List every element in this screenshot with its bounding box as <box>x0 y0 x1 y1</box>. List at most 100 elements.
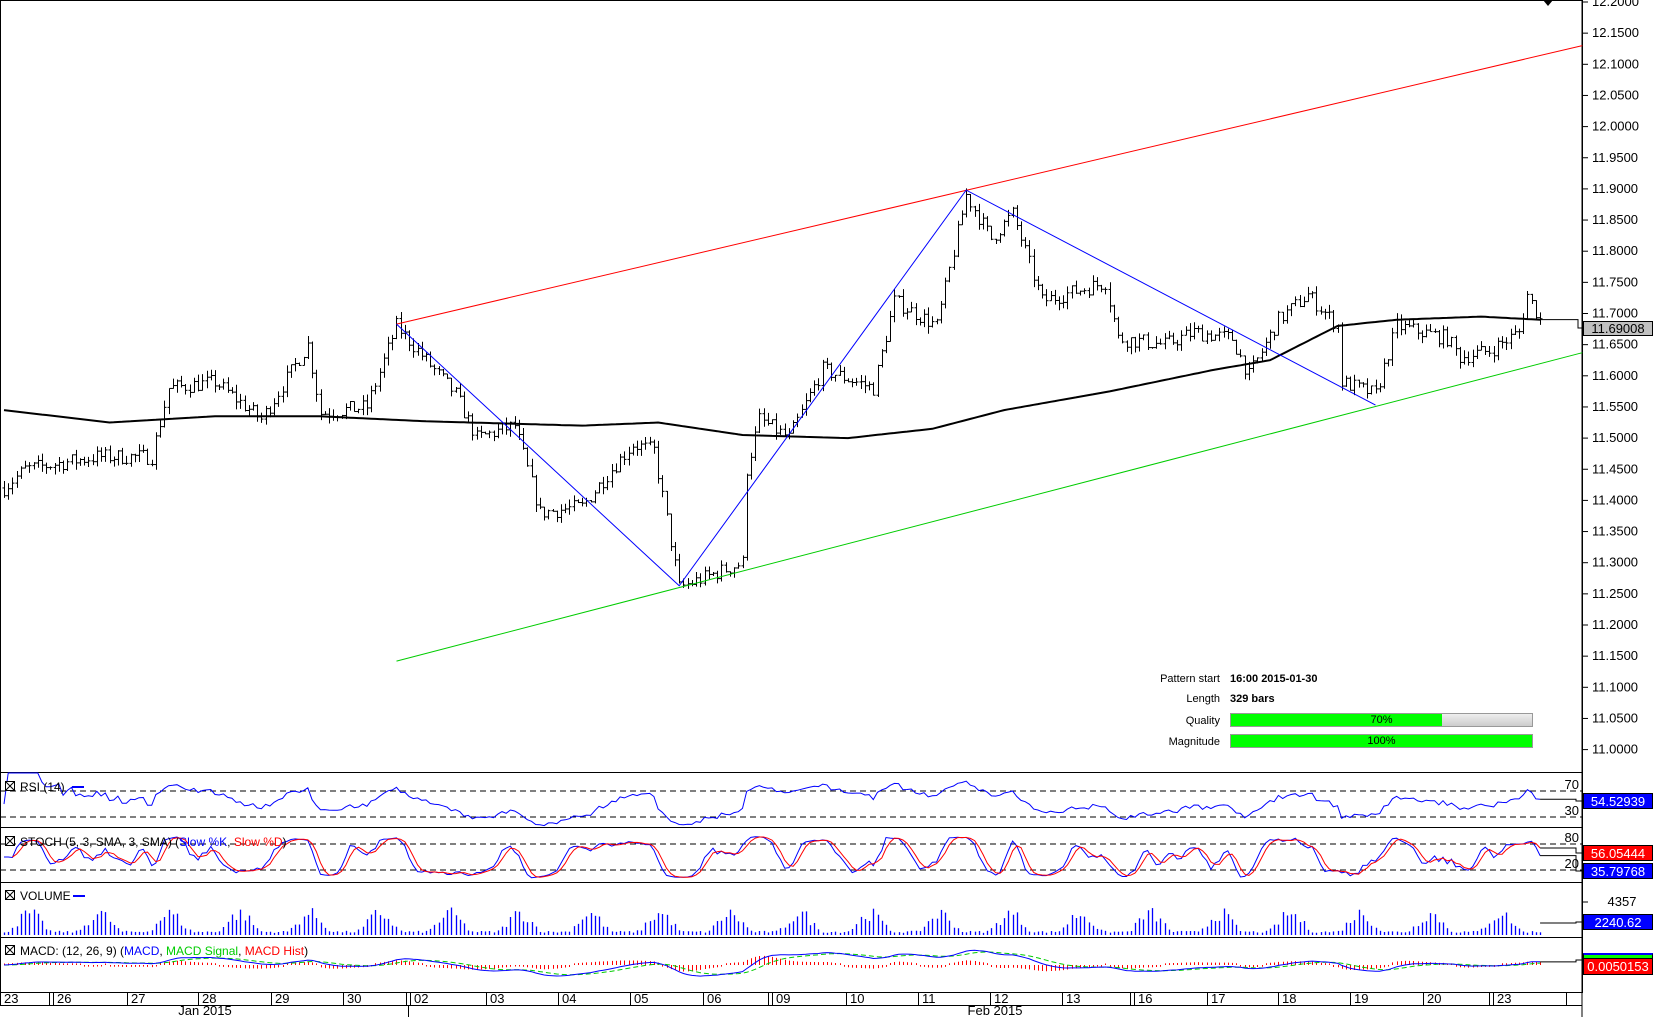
ohlc-bar <box>48 466 53 470</box>
ohlc-bar <box>145 448 150 465</box>
ohlc-bar <box>2 481 7 498</box>
ohlc-bar <box>441 369 446 377</box>
ohlc-bar <box>1403 320 1408 335</box>
ohlc-bar <box>205 370 210 389</box>
ohlc-bar <box>567 499 572 515</box>
ohlc-bar <box>1179 330 1184 351</box>
ohlc-bar <box>1276 310 1281 336</box>
ohlc-bar <box>487 430 492 439</box>
collapse-checkbox-icon[interactable] <box>5 836 15 846</box>
ohlc-bar <box>1272 331 1277 341</box>
ohlc-bar <box>1475 345 1480 359</box>
ohlc-bar <box>1108 282 1113 313</box>
ohlc-bar <box>593 490 598 504</box>
support-trendline <box>396 352 1583 662</box>
scroll-marker-icon <box>1543 0 1553 6</box>
y-tick-label: 12.1500 <box>1592 25 1639 40</box>
stoch-d-value: 56.05444 <box>1583 845 1653 861</box>
value-connector-line <box>1540 798 1582 802</box>
rsi-label: RSI (14) <box>20 780 65 794</box>
macd-line <box>3 949 1541 977</box>
macd-legend: MACD <box>124 944 160 958</box>
ohlc-bar <box>918 317 923 326</box>
ohlc-bar <box>1538 312 1543 325</box>
x-tick-label: 29 <box>275 991 289 1006</box>
ohlc-bar <box>1074 280 1079 294</box>
ohlc-bar <box>1487 346 1492 357</box>
ohlc-bar <box>167 387 172 415</box>
ohlc-bar <box>1509 328 1514 350</box>
ohlc-bar <box>1395 313 1400 339</box>
ohlc-bar <box>1399 314 1404 336</box>
macd-signal-line <box>4 951 1541 976</box>
checkbox-x <box>5 890 15 900</box>
ohlc-bar <box>209 369 214 381</box>
collapse-checkbox-icon[interactable] <box>5 890 15 900</box>
ohlc-bar <box>192 377 197 393</box>
ohlc-bar <box>407 330 412 352</box>
ohlc-bar <box>70 454 75 465</box>
ohlc-bar <box>673 541 678 567</box>
macd-label: MACD: (12, 26, 9) ( <box>20 944 124 958</box>
ohlc-bar <box>686 578 691 589</box>
ohlc-bar <box>1390 327 1395 366</box>
x-tick-label: 23 <box>4 991 18 1006</box>
length-value: 329 bars <box>1230 693 1275 705</box>
ohlc-bar <box>1344 375 1349 387</box>
x-tick-label: 09 <box>776 991 790 1006</box>
ohlc-bar <box>1310 291 1315 299</box>
ohlc-bar <box>736 562 741 569</box>
ohlc-bar <box>1411 318 1416 328</box>
ohlc-bar <box>825 357 830 369</box>
ohlc-bar <box>1226 328 1231 340</box>
value-connector-line <box>1540 959 1582 963</box>
ohlc-bar <box>981 213 986 230</box>
ohlc-bar <box>1065 286 1070 310</box>
ohlc-bar <box>1184 326 1189 336</box>
ohlc-bar <box>74 449 79 470</box>
stoch-d-legend: Slow %D <box>234 835 283 849</box>
ohlc-bar <box>1205 330 1210 345</box>
ohlc-bar <box>331 409 336 421</box>
ohlc-bar <box>91 454 96 466</box>
ohlc-bar <box>1158 338 1163 345</box>
ohlc-bar <box>1441 325 1446 349</box>
ohlc-bar <box>369 385 374 413</box>
ohlc-bar <box>196 374 201 392</box>
ohlc-bar <box>1243 355 1248 380</box>
collapse-checkbox-icon[interactable] <box>5 945 15 955</box>
ohlc-bar <box>19 466 24 479</box>
ohlc-bar <box>1175 339 1180 351</box>
ohlc-bar <box>302 356 307 366</box>
ohlc-bar <box>1437 329 1442 348</box>
checkbox-x <box>5 945 15 955</box>
ohlc-bar <box>255 404 260 422</box>
ohlc-bar <box>639 440 644 456</box>
ohlc-bar <box>1471 349 1476 368</box>
ohlc-bar <box>352 401 357 413</box>
collapse-checkbox-icon[interactable] <box>5 781 15 791</box>
ohlc-bar <box>243 395 248 412</box>
ohlc-bar <box>1289 303 1294 317</box>
panel-frame <box>0 772 1583 828</box>
ohlc-bar <box>1171 332 1176 345</box>
stoch-level-label: 80 <box>1565 830 1579 845</box>
ohlc-bar <box>1120 332 1125 344</box>
x-tick-label: 23 <box>1497 991 1511 1006</box>
month-label: Feb 2015 <box>968 1003 1023 1017</box>
ohlc-bar <box>129 453 134 467</box>
ohlc-bar <box>876 364 881 398</box>
ohlc-bar <box>183 383 188 395</box>
ohlc-bar <box>605 475 610 491</box>
ohlc-bar <box>534 474 539 512</box>
ohlc-bar <box>378 368 383 392</box>
ohlc-bar <box>247 405 252 417</box>
pattern-start-label: Pattern start <box>1160 673 1220 685</box>
ohlc-bar <box>994 238 999 245</box>
value-connector-line <box>1540 847 1582 854</box>
ohlc-bar <box>162 400 167 428</box>
ohlc-bar <box>319 389 324 421</box>
ohlc-bar <box>707 566 712 580</box>
volume-bars <box>3 907 1542 935</box>
ohlc-bar <box>985 216 990 232</box>
